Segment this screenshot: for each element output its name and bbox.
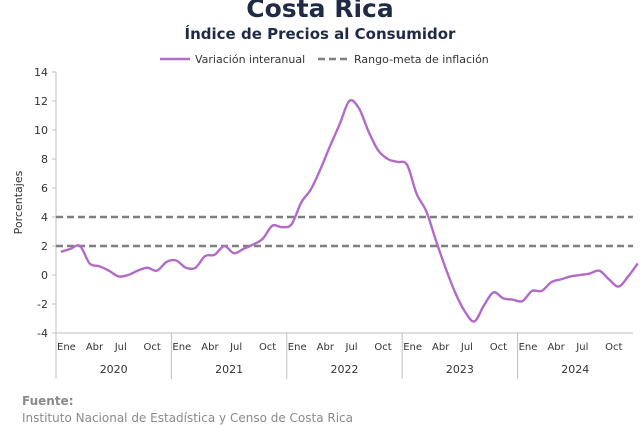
x-month-label: Ene <box>57 342 76 353</box>
x-year-label: 2021 <box>215 363 243 376</box>
legend-label-target: Rango-meta de inflación <box>354 53 489 66</box>
y-tick-label: -2 <box>37 298 48 311</box>
source-text: Instituto Nacional de Estadística y Cens… <box>22 411 354 425</box>
x-month-label: Ene <box>403 342 422 353</box>
y-axis-title: Porcentajes <box>12 170 25 234</box>
x-year-label: 2020 <box>100 363 128 376</box>
y-tick-label: -4 <box>37 327 48 340</box>
legend-label-inflation: Variación interanual <box>195 53 305 66</box>
x-year-label: 2023 <box>446 363 474 376</box>
x-month-label: Oct <box>374 342 391 353</box>
chart-area: -4 -2 0 2 4 6 8 10 12 14 Porcentajes Ene Abr Jul Oct 20… <box>12 53 639 379</box>
y-tick-label: 2 <box>41 240 48 253</box>
y-tick-label: 0 <box>41 269 48 282</box>
y-tick-label: 14 <box>34 66 48 79</box>
x-month-label: Ene <box>519 342 538 353</box>
x-year-label: 2024 <box>561 363 589 376</box>
x-month-label: Jul <box>114 342 127 353</box>
chart-title: Costa Rica <box>246 0 394 23</box>
y-tick-label: 8 <box>41 153 48 166</box>
y-tick-label: 12 <box>34 95 48 108</box>
source-label: Fuente: <box>22 394 74 408</box>
x-month-label: Oct <box>259 342 276 353</box>
x-month-label: Ene <box>172 342 191 353</box>
x-month-label: Jul <box>229 342 242 353</box>
x-month-label: Jul <box>460 342 473 353</box>
x-month-label: Abr <box>86 342 104 353</box>
x-month-label: Oct <box>605 342 622 353</box>
x-month-label: Jul <box>575 342 588 353</box>
x-month-label: Ene <box>288 342 307 353</box>
y-tick-label: 4 <box>41 211 48 224</box>
x-year-label: 2022 <box>331 363 359 376</box>
inflation-series-line <box>60 99 639 323</box>
x-month-label: Oct <box>144 342 161 353</box>
x-month-label: Abr <box>201 342 219 353</box>
x-month-label: Abr <box>547 342 565 353</box>
y-tick-label: 6 <box>41 182 48 195</box>
x-month-label: Abr <box>432 342 450 353</box>
x-month-label: Abr <box>317 342 335 353</box>
chart-subtitle: Índice de Precios al Consumidor <box>184 25 456 43</box>
x-month-label: Jul <box>345 342 358 353</box>
y-tick-label: 10 <box>34 124 48 137</box>
x-month-label: Oct <box>490 342 507 353</box>
